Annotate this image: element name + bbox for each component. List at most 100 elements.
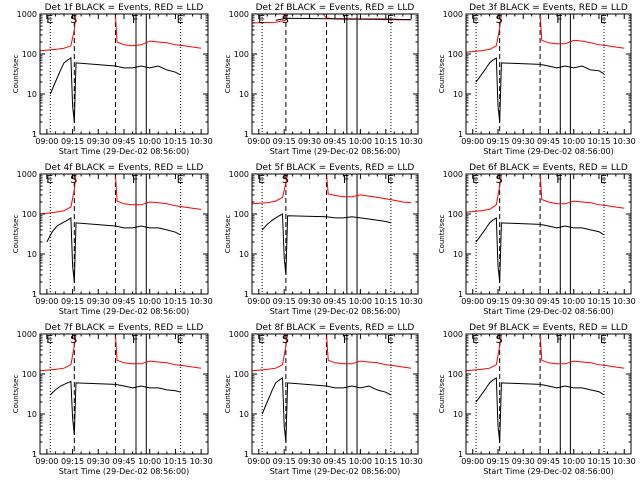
y-tick-label: 1 [32, 290, 37, 299]
y-tick-label: 1000 [17, 10, 37, 19]
x-axis-title: Start Time (29-Dec-02 08:56:00) [59, 147, 190, 156]
marker-label: F [132, 173, 138, 186]
x-tick-label: 10:30 [400, 457, 423, 466]
y-tick-label: 1 [32, 450, 37, 459]
marker-label: F [556, 173, 562, 186]
panel-frame [39, 13, 209, 135]
panel-frame [251, 333, 419, 455]
marker-label: E [387, 13, 394, 26]
y-tick-label: 1000 [229, 10, 249, 19]
lld-series-line [252, 174, 412, 205]
panel-title: Det 9f BLACK = Events, RED = LLD [469, 323, 628, 333]
events-series-line [261, 213, 392, 275]
marker-label: E [600, 333, 607, 346]
x-tick-label: 09:00 [35, 137, 58, 146]
y-tick-label: 1 [458, 130, 463, 139]
marker-label: E [258, 173, 265, 186]
panel-title: Det 5f BLACK = Events, RED = LLD [256, 163, 415, 173]
y-tick-label: 1000 [229, 170, 249, 179]
marker-label: S [496, 13, 503, 26]
y-tick-label: 10 [239, 250, 249, 259]
events-series-line [261, 376, 392, 443]
marker-label: F [132, 333, 138, 346]
y-tick-label: 1000 [443, 10, 463, 19]
marker-label: E [472, 13, 479, 26]
x-tick-label: 09:00 [461, 457, 484, 466]
panel-title: Det 8f BLACK = Events, RED = LLD [256, 323, 415, 333]
panel-title: Det 7f BLACK = Events, RED = LLD [45, 323, 204, 333]
x-tick-label: 10:15 [587, 297, 610, 306]
x-tick-label: 10:30 [190, 137, 213, 146]
marker-label: E [600, 173, 607, 186]
panel-title: Det 6f BLACK = Events, RED = LLD [469, 163, 628, 173]
x-tick-label: 09:30 [298, 457, 321, 466]
panel-title: Det 3f BLACK = Events, RED = LLD [469, 3, 628, 13]
x-tick-label: 10:00 [138, 297, 161, 306]
x-tick-label: 09:15 [61, 137, 84, 146]
lld-series-line [40, 334, 202, 372]
x-tick-label: 10:15 [374, 457, 397, 466]
x-tick-label: 09:15 [486, 457, 509, 466]
x-tick-label: 09:45 [323, 457, 346, 466]
marker-label: F [343, 173, 349, 186]
y-axis-title: Counts/sec [438, 215, 446, 254]
plot-area [466, 334, 625, 454]
y-tick-label: 100 [22, 210, 37, 219]
y-tick-label: 10 [239, 410, 249, 419]
panel-frame [465, 333, 632, 455]
panel-frame [465, 13, 632, 135]
lld-series-line [466, 334, 625, 372]
x-tick-label: 09:45 [323, 137, 346, 146]
y-axis-title: Counts/sec [12, 55, 20, 94]
x-tick-label: 10:00 [562, 457, 585, 466]
marker-label: S [282, 333, 289, 346]
plot-area [40, 14, 202, 134]
marker-label: E [387, 333, 394, 346]
x-tick-label: 09:15 [486, 137, 509, 146]
panel-title: Det 2f BLACK = Events, RED = LLD [256, 3, 415, 13]
x-tick-label: 10:15 [164, 457, 187, 466]
x-tick-label: 09:15 [273, 457, 296, 466]
x-axis-title: Start Time (29-Dec-02 08:56:00) [59, 307, 190, 316]
x-tick-label: 09:30 [512, 457, 535, 466]
x-tick-label: 09:30 [512, 297, 535, 306]
plot-area [252, 334, 412, 454]
marker-label: E [46, 173, 53, 186]
x-tick-label: 10:00 [138, 137, 161, 146]
lld-series-line [40, 14, 202, 52]
x-tick-label: 10:15 [587, 137, 610, 146]
marker-label: S [70, 333, 77, 346]
y-tick-label: 10 [239, 90, 249, 99]
x-tick-label: 10:00 [349, 137, 372, 146]
lld-series-line [40, 174, 202, 215]
y-tick-label: 100 [448, 210, 463, 219]
x-axis-title: Start Time (29-Dec-02 08:56:00) [270, 147, 401, 156]
y-tick-label: 10 [27, 410, 37, 419]
x-tick-label: 09:30 [512, 137, 535, 146]
y-axis-title: Counts/sec [224, 55, 232, 94]
plot-area [40, 334, 202, 454]
y-tick-label: 100 [448, 370, 463, 379]
panel-title: Det 4f BLACK = Events, RED = LLD [45, 163, 204, 173]
lld-series-line [252, 334, 412, 372]
x-tick-label: 09:30 [87, 297, 110, 306]
x-tick-label: 09:15 [486, 297, 509, 306]
x-axis-title: Start Time (29-Dec-02 08:56:00) [483, 147, 614, 156]
y-tick-label: 1000 [443, 330, 463, 339]
events-series-line [46, 216, 181, 283]
events-series-line [475, 56, 605, 123]
plot-area [40, 174, 202, 294]
lld-series-line [466, 14, 625, 53]
y-tick-label: 100 [234, 370, 249, 379]
x-axis-title: Start Time (29-Dec-02 08:56:00) [59, 467, 190, 476]
panel-title: Det 1f BLACK = Events, RED = LLD [45, 3, 204, 13]
events-series-line [475, 216, 605, 283]
events-series-line [275, 17, 412, 21]
y-tick-label: 1 [244, 130, 249, 139]
y-tick-label: 100 [448, 50, 463, 59]
x-axis-title: Start Time (29-Dec-02 08:56:00) [270, 307, 401, 316]
